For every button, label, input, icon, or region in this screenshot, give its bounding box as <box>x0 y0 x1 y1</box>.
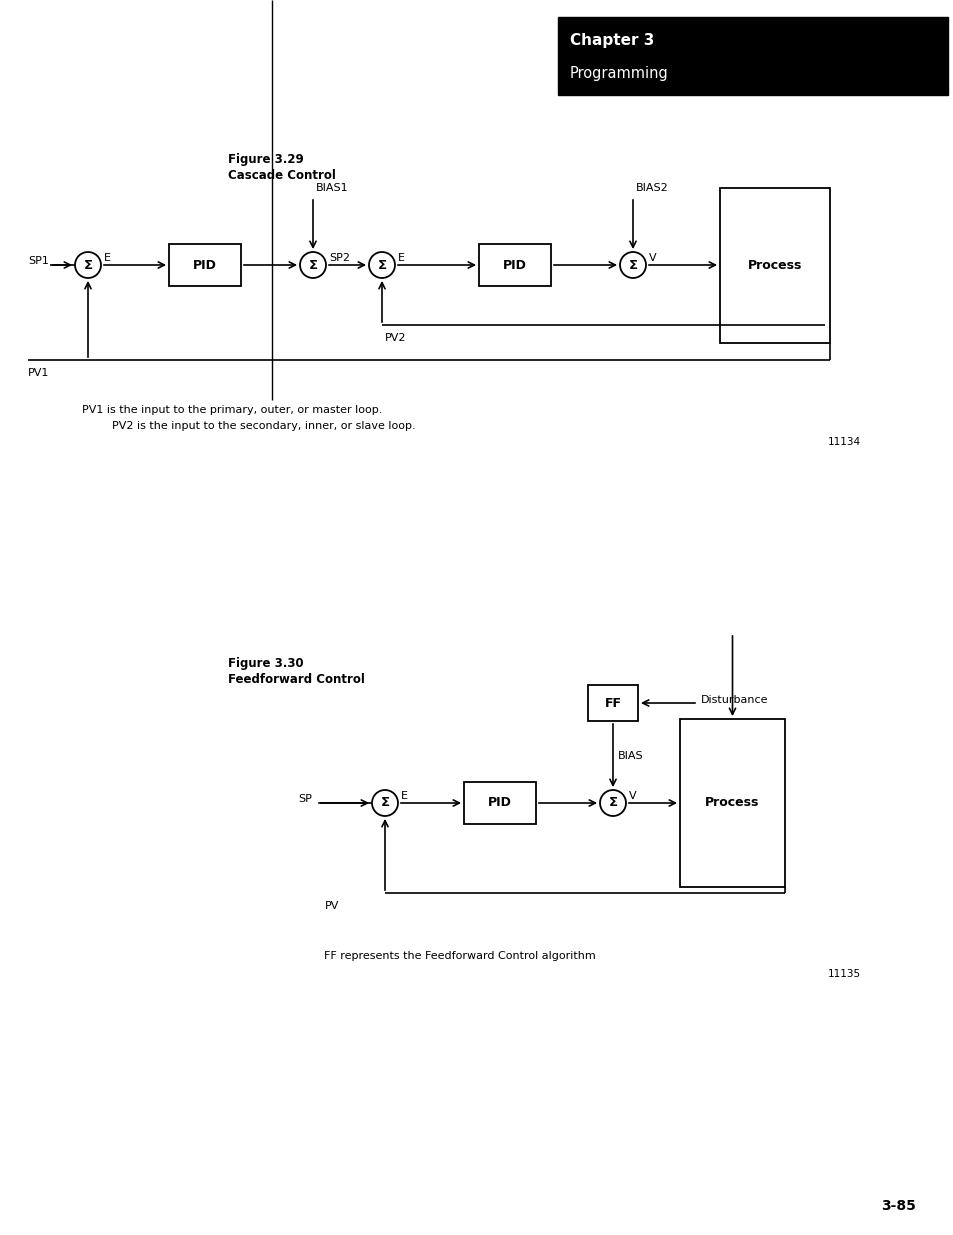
Text: BIAS: BIAS <box>618 751 643 761</box>
Text: Σ: Σ <box>83 258 92 272</box>
Text: Disturbance: Disturbance <box>700 695 768 705</box>
Text: Figure 3.29: Figure 3.29 <box>228 153 303 165</box>
Text: PV2 is the input to the secondary, inner, or slave loop.: PV2 is the input to the secondary, inner… <box>112 421 416 431</box>
Text: SP: SP <box>297 794 312 804</box>
Bar <box>558 17 947 95</box>
Text: E: E <box>397 253 405 263</box>
Text: PV: PV <box>325 902 339 911</box>
Text: Σ: Σ <box>377 258 386 272</box>
Bar <box>169 245 241 287</box>
Text: Σ: Σ <box>308 258 317 272</box>
Text: BIAS1: BIAS1 <box>315 183 348 193</box>
Text: 11134: 11134 <box>827 437 861 447</box>
Text: SP2: SP2 <box>329 253 350 263</box>
Text: Σ: Σ <box>608 797 617 809</box>
Text: Chapter 3: Chapter 3 <box>569 33 654 48</box>
Bar <box>463 782 536 824</box>
Text: Σ: Σ <box>380 797 389 809</box>
Text: PV1: PV1 <box>28 368 50 378</box>
Text: Feedforward Control: Feedforward Control <box>228 673 364 685</box>
Text: FF represents the Feedforward Control algorithm: FF represents the Feedforward Control al… <box>324 951 596 961</box>
Text: FF: FF <box>604 697 620 709</box>
Bar <box>720 188 829 342</box>
Text: Σ: Σ <box>628 258 637 272</box>
Text: Programming: Programming <box>569 65 668 80</box>
Text: PID: PID <box>193 258 216 272</box>
Text: Process: Process <box>704 797 759 809</box>
Text: 11135: 11135 <box>827 969 861 979</box>
Text: 3-85: 3-85 <box>881 1199 915 1213</box>
Text: PID: PID <box>488 797 512 809</box>
Text: PV2: PV2 <box>385 333 406 343</box>
Text: Figure 3.30: Figure 3.30 <box>228 657 303 671</box>
Bar <box>587 685 638 721</box>
Text: E: E <box>400 790 408 802</box>
Bar <box>679 719 784 887</box>
Text: V: V <box>648 253 656 263</box>
Text: E: E <box>104 253 111 263</box>
Text: Process: Process <box>747 258 801 272</box>
Text: BIAS2: BIAS2 <box>636 183 668 193</box>
Text: Cascade Control: Cascade Control <box>228 169 335 182</box>
Text: SP1: SP1 <box>28 256 49 266</box>
Text: PID: PID <box>502 258 526 272</box>
Bar <box>478 245 551 287</box>
Text: V: V <box>628 790 636 802</box>
Text: PV1 is the input to the primary, outer, or master loop.: PV1 is the input to the primary, outer, … <box>82 405 382 415</box>
